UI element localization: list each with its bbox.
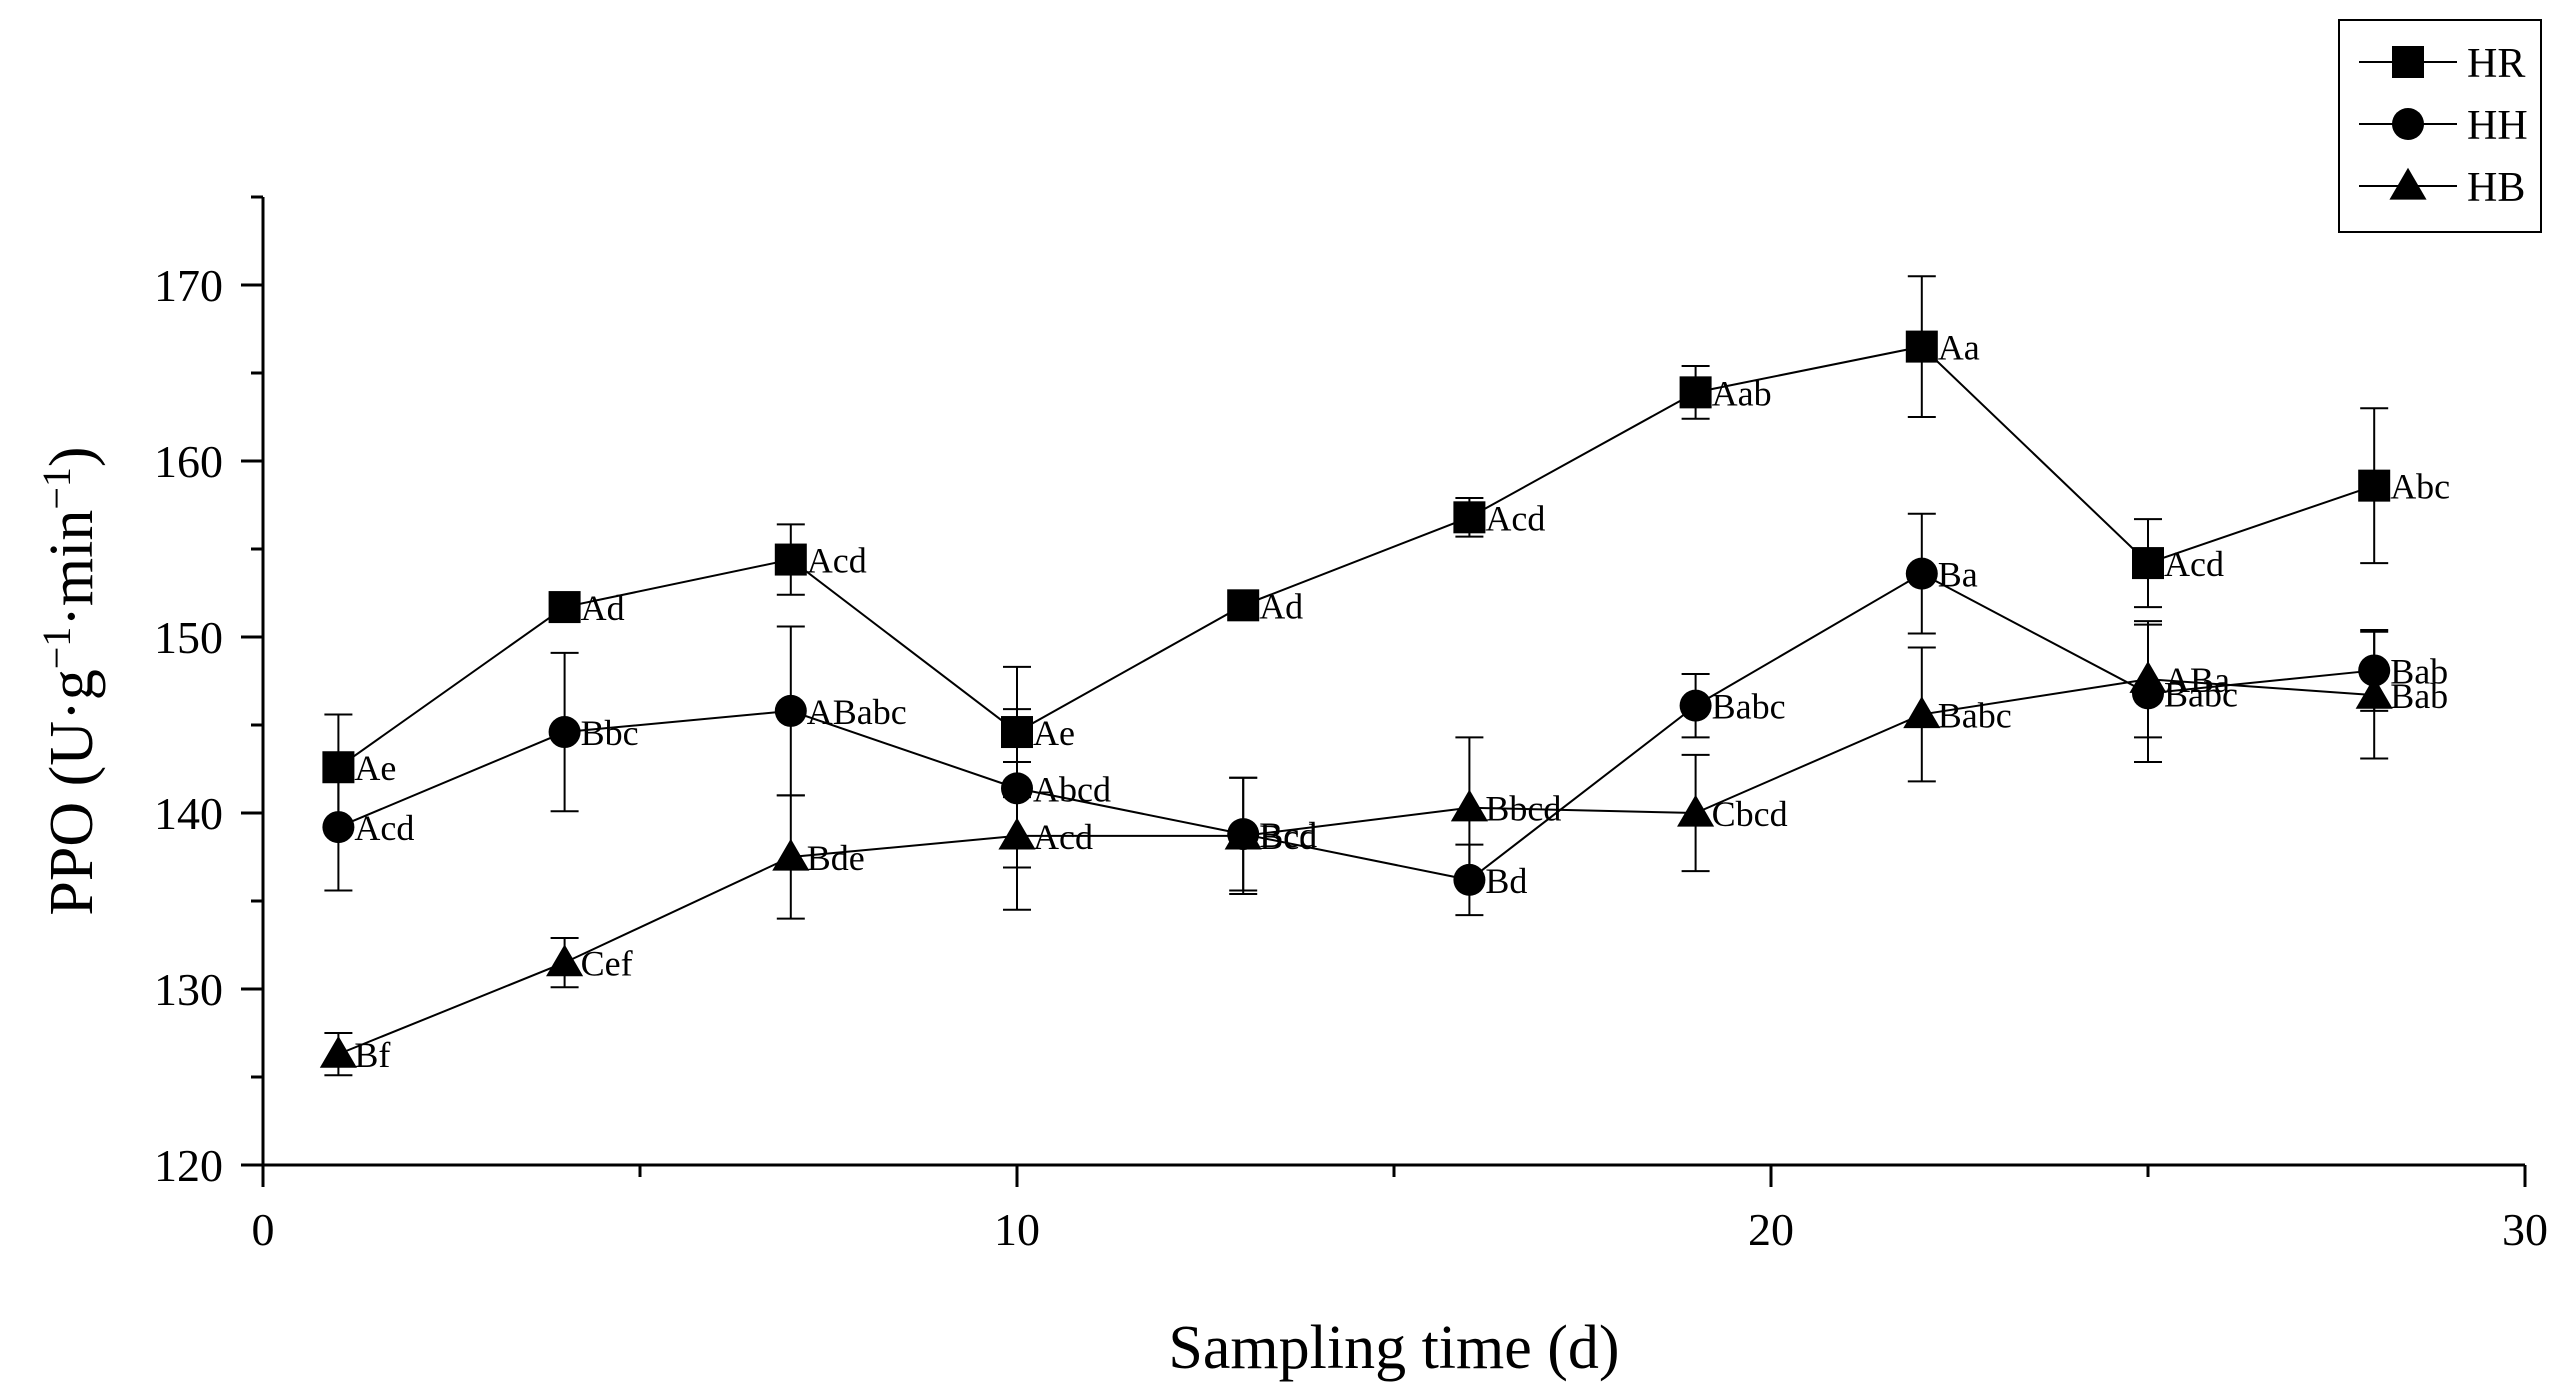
y-tick-label: 170: [154, 260, 223, 311]
x-tick-label: 20: [1748, 1204, 1794, 1255]
hb-marker: [1677, 794, 1715, 827]
x-tick-label: 10: [994, 1204, 1040, 1255]
hr-data-label: Aa: [1938, 328, 1980, 368]
hb-data-label: Babc: [1938, 695, 2012, 735]
hr-data-label: Acd: [807, 541, 867, 581]
hb-marker: [546, 944, 584, 977]
hb-marker: [1224, 817, 1262, 850]
hb-marker: [1450, 789, 1488, 822]
hb-marker: [319, 1035, 357, 1068]
x-tick-label: 30: [2502, 1204, 2548, 1255]
hh-line: [338, 572, 2375, 881]
legend: HR HH HB: [2338, 19, 2542, 233]
legend-label: HR: [2467, 41, 2525, 87]
hb-marker: [2129, 661, 2167, 693]
series-hh: Acd Bbc ABabc Abcd Bcd Bd Babc Ba Babc Bab: [322, 512, 2448, 917]
hr-marker: [1679, 376, 1712, 409]
y-axis-title-base: PPO (U·g: [38, 669, 106, 915]
hb-marker: [2355, 676, 2393, 709]
hb-marker: [1903, 696, 1941, 729]
hr-data-label: Ad: [1259, 586, 1303, 626]
hh-data-label: ABabc: [807, 692, 907, 732]
legend-item-hr: HR: [2359, 41, 2525, 87]
hb-data-label: Bbcd: [1485, 789, 1561, 829]
series-hb: Bf Cef Bde Acd Bcd Bbcd Cbcd Babc ABa Bab: [319, 620, 2448, 1077]
hr-marker: [548, 591, 581, 624]
y-tick-label: 160: [154, 436, 223, 487]
series-layer: Ae Ad Acd Ae Ad Acd Aab Aa Acd Abc Acd Bbc ABabc Abcd…: [319, 275, 2450, 1077]
y-tick-label: 140: [154, 788, 223, 839]
hr-data-label: Ad: [581, 588, 625, 628]
hh-marker: [774, 694, 807, 727]
hb-marker: [2389, 167, 2427, 200]
hb-marker: [998, 817, 1036, 850]
hb-data-label: Bf: [354, 1035, 390, 1075]
hr-marker: [2132, 547, 2164, 580]
hb-line: [338, 678, 2375, 1056]
hr-data-label: Ae: [1033, 713, 1075, 753]
legend-item-hh: HH: [2359, 103, 2528, 149]
y-tick-label: 150: [154, 612, 223, 663]
hr-marker: [1227, 589, 1260, 622]
hh-marker: [548, 716, 581, 749]
y-axis-title-end: ): [38, 446, 106, 467]
hh-marker: [2392, 108, 2424, 140]
hh-data-label: Ba: [1938, 555, 1978, 595]
hb-data-label: Cef: [581, 944, 633, 984]
x-axis-ticks: 0 10 20 30: [252, 1165, 2548, 1255]
hr-data-label: Acd: [1485, 498, 1545, 538]
y-tick-label: 120: [154, 1140, 223, 1191]
hb-data-label: Cbcd: [1712, 794, 1788, 834]
hh-data-label: Acd: [354, 808, 414, 848]
hh-data-label: Abcd: [1033, 769, 1111, 809]
y-axis-ticks: 120 130 140 150 160 170: [154, 195, 263, 1191]
series-hr: Ae Ad Acd Ae Ad Acd Aab Aa Acd Abc: [322, 275, 2450, 822]
hh-marker: [322, 811, 355, 844]
hr-marker: [1905, 330, 1938, 363]
y-axis-title-mid: ·min: [38, 510, 106, 627]
hh-marker: [1453, 863, 1486, 896]
legend-label: HH: [2467, 103, 2528, 149]
hr-marker: [774, 543, 807, 576]
hb-data-label: Bde: [807, 838, 865, 878]
legend-label: HB: [2467, 165, 2525, 211]
hh-data-label: Bbc: [581, 713, 639, 753]
hr-marker: [1453, 501, 1486, 534]
y-axis-title: PPO (U·g−1·min−1): [34, 446, 107, 915]
axes: 0 10 20 30 120 130 140 150 160 170: [154, 195, 2548, 1255]
hb-marker: [772, 838, 810, 871]
hb-data-label: ABa: [2164, 660, 2230, 700]
hh-data-label: Babc: [1712, 687, 1786, 727]
hr-data-label: Abc: [2390, 467, 2450, 507]
y-tick-label: 130: [154, 964, 223, 1015]
hb-data-label: Bcd: [1259, 817, 1317, 857]
y-axis-title-sup2: −1: [34, 467, 79, 510]
hr-data-label: Ae: [354, 748, 396, 788]
legend-box: [2338, 19, 2542, 233]
x-axis-title: Sampling time (d): [1168, 1314, 1619, 1382]
hb-data-label: Bab: [2390, 676, 2448, 716]
hr-data-label: Acd: [2164, 544, 2224, 584]
hh-marker: [1679, 689, 1712, 722]
hr-data-label: Aab: [1712, 373, 1772, 413]
hr-marker: [2358, 469, 2391, 502]
hh-marker: [1905, 557, 1938, 590]
x-tick-label: 0: [252, 1204, 275, 1255]
hb-data-label: Acd: [1033, 817, 1093, 857]
hh-data-label: Bcd: [1259, 815, 1317, 855]
legend-items: HR HH HB: [2359, 41, 2528, 211]
hr-marker: [2392, 46, 2424, 78]
hh-data-label: Bd: [1485, 861, 1527, 901]
hh-data-label: Bab: [2390, 651, 2448, 691]
y-axis-title-sup1: −1: [34, 627, 79, 670]
legend-item-hb: HB: [2359, 165, 2525, 211]
hr-line: [337, 345, 2375, 769]
